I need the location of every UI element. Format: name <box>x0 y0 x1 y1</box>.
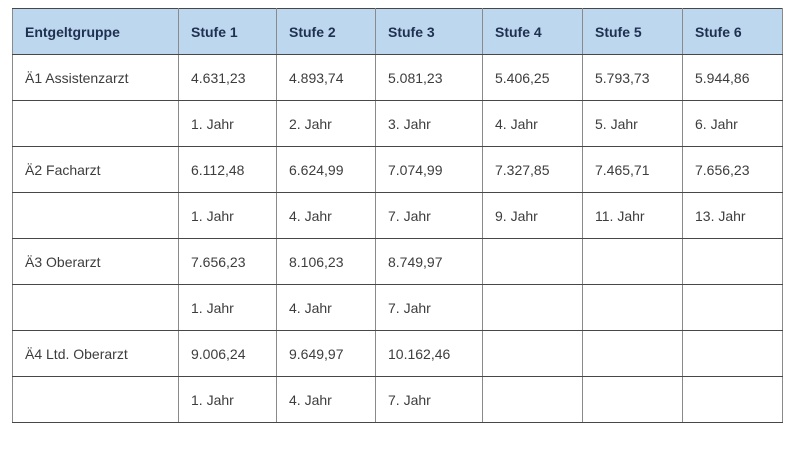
column-header-stufe-1: Stufe 1 <box>178 8 277 55</box>
year-cell: 9. Jahr <box>482 192 583 239</box>
salary-cell: 8.749,97 <box>375 238 483 285</box>
year-cell: 13. Jahr <box>682 192 783 239</box>
salary-cell: 6.112,48 <box>178 146 277 193</box>
group-label-cell: Ä1 Assistenzarzt <box>12 54 179 101</box>
salary-cell <box>482 238 583 285</box>
salary-cell <box>682 330 783 377</box>
year-cell <box>582 284 683 331</box>
table-row-salary: Ä3 Oberarzt 7.656,23 8.106,23 8.749,97 <box>12 238 783 285</box>
year-cell <box>682 284 783 331</box>
group-label-cell: Ä3 Oberarzt <box>12 238 179 285</box>
salary-cell: 4.893,74 <box>276 54 376 101</box>
table-row-years: 1. Jahr 4. Jahr 7. Jahr 9. Jahr 11. Jahr… <box>12 192 783 239</box>
year-cell: 1. Jahr <box>178 100 277 147</box>
group-label-spacer <box>12 100 179 147</box>
salary-cell: 7.465,71 <box>582 146 683 193</box>
year-cell: 1. Jahr <box>178 376 277 423</box>
column-header-stufe-2: Stufe 2 <box>276 8 376 55</box>
year-cell: 4. Jahr <box>482 100 583 147</box>
year-cell: 1. Jahr <box>178 284 277 331</box>
header-row: Entgeltgruppe Stufe 1 Stufe 2 Stufe 3 St… <box>12 8 783 55</box>
table-row-years: 1. Jahr 4. Jahr 7. Jahr <box>12 284 783 331</box>
year-cell <box>482 284 583 331</box>
group-label-spacer <box>12 376 179 423</box>
year-cell: 6. Jahr <box>682 100 783 147</box>
salary-cell: 4.631,23 <box>178 54 277 101</box>
salary-cell: 7.656,23 <box>178 238 277 285</box>
table-row-salary: Ä2 Facharzt 6.112,48 6.624,99 7.074,99 7… <box>12 146 783 193</box>
year-cell <box>582 376 683 423</box>
table-row-salary: Ä4 Ltd. Oberarzt 9.006,24 9.649,97 10.16… <box>12 330 783 377</box>
year-cell <box>482 376 583 423</box>
table-row-salary: Ä1 Assistenzarzt 4.631,23 4.893,74 5.081… <box>12 54 783 101</box>
salary-cell: 5.081,23 <box>375 54 483 101</box>
salary-cell: 8.106,23 <box>276 238 376 285</box>
year-cell: 7. Jahr <box>375 192 483 239</box>
year-cell: 3. Jahr <box>375 100 483 147</box>
column-header-entgeltgruppe: Entgeltgruppe <box>12 8 179 55</box>
year-cell <box>682 376 783 423</box>
year-cell: 5. Jahr <box>582 100 683 147</box>
salary-cell: 6.624,99 <box>276 146 376 193</box>
salary-cell: 7.656,23 <box>682 146 783 193</box>
year-cell: 4. Jahr <box>276 192 376 239</box>
year-cell: 4. Jahr <box>276 284 376 331</box>
salary-table: Entgeltgruppe Stufe 1 Stufe 2 Stufe 3 St… <box>12 8 783 423</box>
salary-cell: 9.649,97 <box>276 330 376 377</box>
salary-cell: 7.074,99 <box>375 146 483 193</box>
salary-cell: 5.406,25 <box>482 54 583 101</box>
salary-cell <box>582 330 683 377</box>
table-row-years: 1. Jahr 2. Jahr 3. Jahr 4. Jahr 5. Jahr … <box>12 100 783 147</box>
table-row-years: 1. Jahr 4. Jahr 7. Jahr <box>12 376 783 423</box>
group-label-cell: Ä2 Facharzt <box>12 146 179 193</box>
salary-cell <box>482 330 583 377</box>
year-cell: 4. Jahr <box>276 376 376 423</box>
group-label-spacer <box>12 284 179 331</box>
column-header-stufe-6: Stufe 6 <box>682 8 783 55</box>
column-header-stufe-5: Stufe 5 <box>582 8 683 55</box>
column-header-stufe-4: Stufe 4 <box>482 8 583 55</box>
year-cell: 2. Jahr <box>276 100 376 147</box>
salary-cell: 10.162,46 <box>375 330 483 377</box>
year-cell: 7. Jahr <box>375 284 483 331</box>
year-cell: 1. Jahr <box>178 192 277 239</box>
column-header-stufe-3: Stufe 3 <box>375 8 483 55</box>
salary-cell: 7.327,85 <box>482 146 583 193</box>
salary-cell: 9.006,24 <box>178 330 277 377</box>
salary-cell: 5.944,86 <box>682 54 783 101</box>
salary-cell <box>682 238 783 285</box>
group-label-spacer <box>12 192 179 239</box>
year-cell: 11. Jahr <box>582 192 683 239</box>
group-label-cell: Ä4 Ltd. Oberarzt <box>12 330 179 377</box>
year-cell: 7. Jahr <box>375 376 483 423</box>
salary-cell: 5.793,73 <box>582 54 683 101</box>
salary-cell <box>582 238 683 285</box>
